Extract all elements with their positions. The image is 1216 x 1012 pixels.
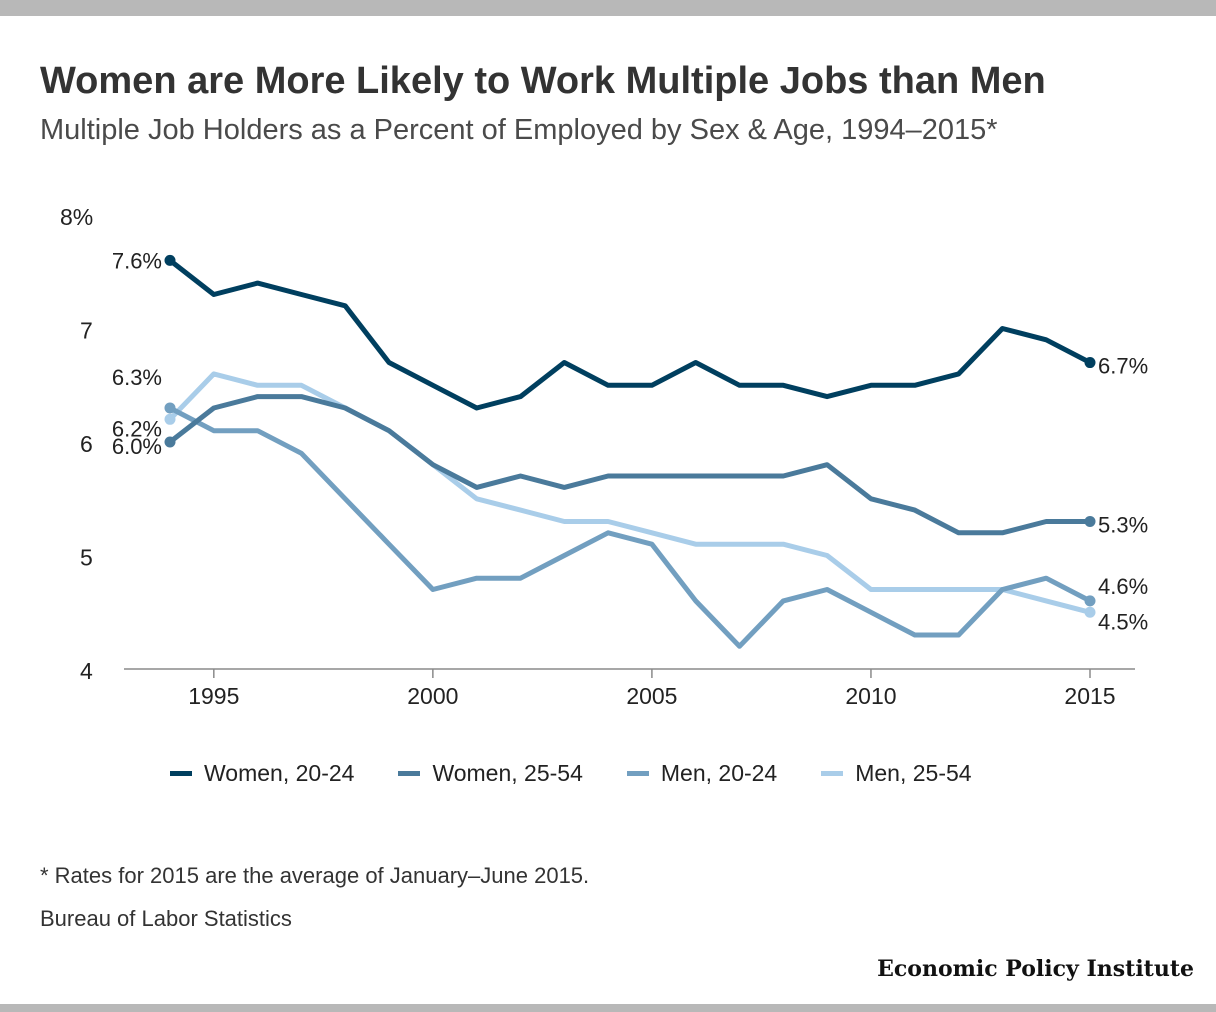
y-tick-label: 5 — [80, 545, 93, 571]
series-start-label-2: 6.3% — [112, 365, 162, 390]
legend-swatch-1 — [398, 771, 421, 776]
y-tick-label: 7 — [80, 318, 93, 344]
series-end-label-2: 4.6% — [1098, 574, 1148, 599]
legend-label-0: Women, 20-24 — [204, 760, 355, 786]
series-start-point-0 — [164, 254, 176, 266]
series-line-3 — [167, 371, 1093, 615]
series-line-1 — [167, 394, 1093, 536]
legend-swatch-2 — [626, 771, 649, 776]
chart-title: Women are More Likely to Work Multiple J… — [40, 60, 1046, 102]
y-tick-label: 6 — [80, 431, 93, 457]
legend-item-1: Women, 25-54 — [398, 760, 583, 787]
series-line-0 — [167, 257, 1093, 411]
series-start-label-3: 6.2% — [112, 416, 162, 441]
legend-swatch-3 — [821, 771, 844, 776]
series-line-2 — [167, 405, 1093, 649]
legend-label-3: Men, 25-54 — [855, 760, 972, 786]
series-end-label-0: 6.7% — [1098, 354, 1148, 379]
series-start-point-3 — [164, 413, 176, 425]
chart-subtitle: Multiple Job Holders as a Percent of Emp… — [40, 114, 998, 146]
chart-legend: Women, 20-24 Women, 25-54 Men, 20-24 Men, 2… — [170, 760, 1016, 787]
series-start-label-0: 7.6% — [112, 248, 162, 273]
top-border-bar — [0, 0, 1216, 16]
legend-swatch-0 — [170, 771, 192, 776]
x-tick-label: 2015 — [1064, 683, 1115, 709]
series-end-label-1: 5.3% — [1098, 512, 1148, 537]
source-note: Bureau of Labor Statistics — [40, 906, 292, 931]
bottom-border-bar — [0, 1004, 1216, 1012]
series-end-point-3 — [1084, 606, 1096, 618]
x-tick-label: 1995 — [188, 683, 239, 709]
legend-label-1: Women, 25-54 — [432, 760, 583, 786]
series-start-point-2 — [164, 402, 176, 414]
x-tick-label: 2010 — [845, 683, 896, 709]
x-tick-label: 2005 — [626, 683, 677, 709]
legend-item-0: Women, 20-24 — [170, 760, 354, 787]
footnote: * Rates for 2015 are the average of Janu… — [40, 863, 590, 888]
legend-item-2: Men, 20-24 — [626, 760, 778, 787]
y-tick-label: 4 — [80, 658, 93, 684]
legend-item-3: Men, 25-54 — [821, 760, 972, 787]
y-tick-label: 8% — [60, 204, 93, 230]
series-start-label-1: 6.0% — [112, 434, 162, 459]
publisher-logo: Economic Policy Institute — [877, 956, 1194, 982]
series-end-label-3: 4.5% — [1098, 609, 1148, 634]
legend-label-2: Men, 20-24 — [660, 760, 778, 786]
series-end-point-0 — [1084, 357, 1096, 369]
series-end-point-1 — [1084, 515, 1096, 527]
series-end-point-2 — [1084, 595, 1096, 607]
x-tick-label: 2000 — [407, 683, 458, 709]
series-start-point-1 — [164, 436, 176, 448]
